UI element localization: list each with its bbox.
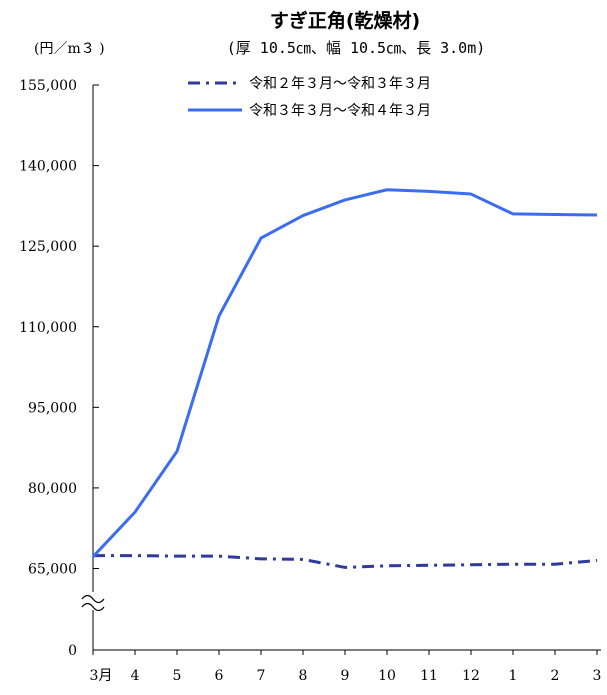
y-tick-label: 155,000	[19, 78, 77, 94]
x-tick-label: 10	[378, 668, 396, 684]
legend-label-series-2: 令和３年３月～令和４年３月	[249, 103, 431, 119]
chart-title: すぎ正角(乾燥材)	[270, 9, 420, 32]
y-tick-label: 110,000	[19, 320, 77, 336]
x-tick-label: 7	[257, 668, 266, 684]
x-tick-label: 3月	[90, 668, 113, 684]
x-tick-label: 4	[131, 668, 140, 684]
x-tick-label: 9	[341, 668, 350, 684]
y-tick-label: 65,000	[28, 562, 77, 578]
x-tick-label: 2	[551, 668, 560, 684]
y-unit-label: (円／m３ )	[34, 41, 105, 57]
y-tick-label: 140,000	[19, 159, 77, 175]
y-tick-label: 80,000	[28, 481, 77, 497]
series-lines	[93, 190, 597, 568]
x-tick-label: 1	[509, 668, 518, 684]
y-ticks: 155,000 140,000 125,000 110,000 95,000 80,000…	[19, 78, 99, 659]
y-tick-label: 95,000	[28, 400, 77, 416]
y-tick-label: 0	[68, 643, 77, 659]
legend-label-series-1: 令和２年３月～令和３年３月	[249, 76, 431, 92]
x-tick-label: 12	[462, 668, 480, 684]
chart-subtitle: (厚 10.5㎝、幅 10.5㎝、長 3.0m)	[227, 39, 486, 57]
series-line-2	[93, 190, 597, 557]
x-tick-label: 8	[299, 668, 308, 684]
legend: 令和２年３月～令和３年３月 令和３年３月～令和４年３月	[188, 76, 431, 119]
x-tick-label: 11	[420, 668, 438, 684]
x-tick-label: 5	[173, 668, 182, 684]
x-tick-label: 6	[215, 668, 224, 684]
y-tick-label: 125,000	[19, 239, 77, 255]
series-line-1	[93, 556, 597, 568]
axis-break-mark	[81, 592, 105, 611]
x-tick-label: 3	[593, 668, 602, 684]
